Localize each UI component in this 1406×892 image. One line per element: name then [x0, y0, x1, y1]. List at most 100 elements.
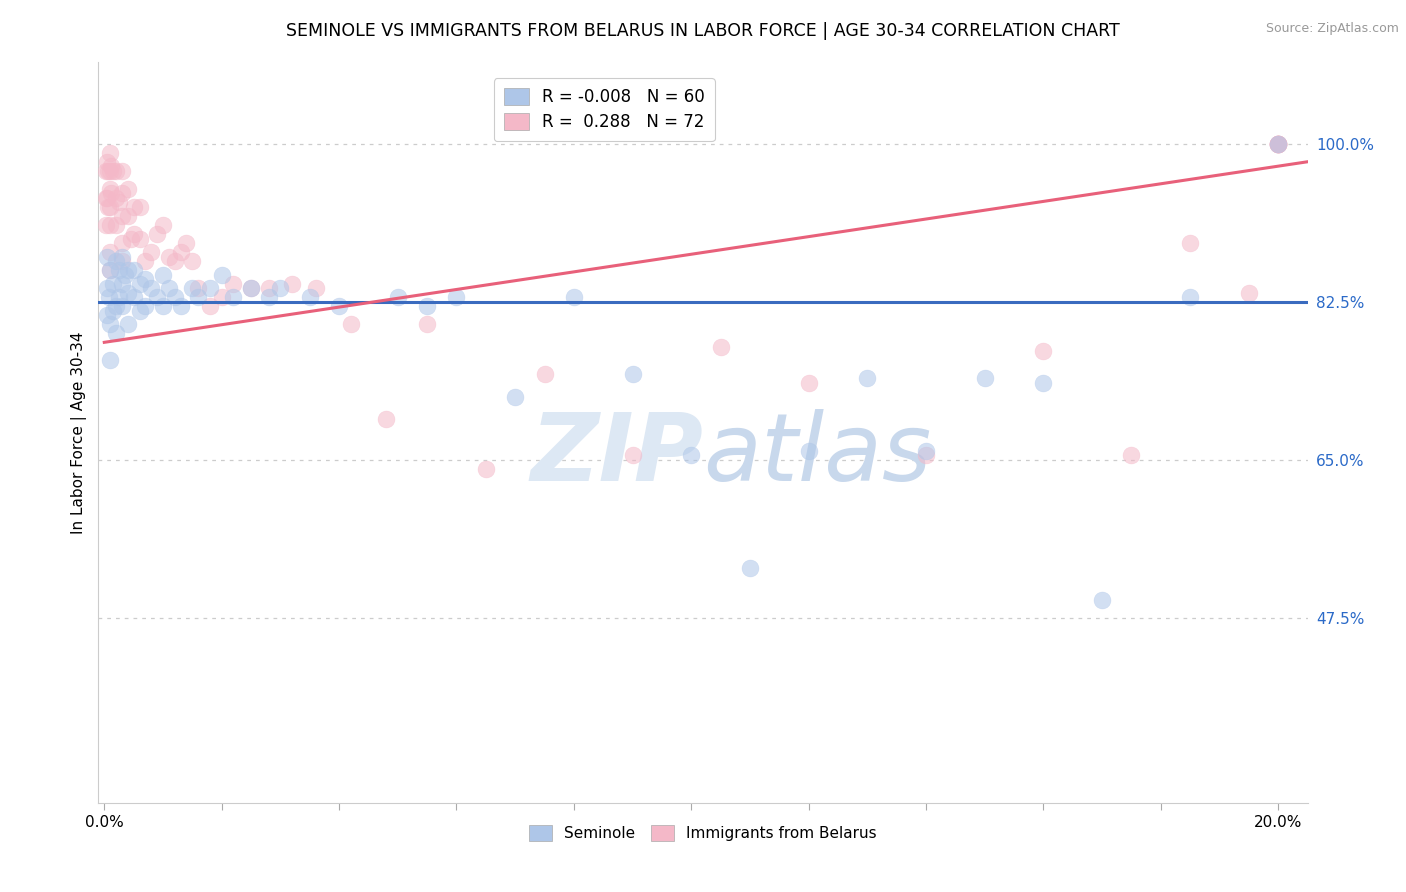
- Point: [122, 263, 145, 277]
- Point: [98, 245, 121, 260]
- Point: [97, 200, 120, 214]
- Point: [915, 443, 938, 458]
- Text: ZIP: ZIP: [530, 409, 703, 500]
- Point: [101, 163, 124, 178]
- Point: [222, 277, 245, 291]
- Point: [97, 163, 120, 178]
- Point: [198, 281, 221, 295]
- Point: [1267, 136, 1289, 151]
- Point: [211, 290, 233, 304]
- Point: [1267, 136, 1289, 151]
- Point: [96, 191, 118, 205]
- Point: [328, 299, 350, 313]
- Point: [416, 299, 439, 313]
- Point: [298, 290, 321, 304]
- Point: [101, 303, 124, 318]
- Point: [1091, 592, 1114, 607]
- Point: [94, 163, 117, 178]
- Point: [304, 281, 326, 295]
- Point: [187, 281, 209, 295]
- Point: [1267, 136, 1289, 151]
- Point: [128, 231, 150, 245]
- Point: [96, 154, 118, 169]
- Point: [163, 290, 186, 304]
- Point: [257, 281, 280, 295]
- Point: [1267, 136, 1289, 151]
- Point: [1180, 290, 1202, 304]
- Text: atlas: atlas: [703, 409, 931, 500]
- Point: [96, 308, 118, 322]
- Point: [134, 254, 156, 268]
- Point: [181, 254, 204, 268]
- Point: [1267, 136, 1289, 151]
- Point: [797, 376, 820, 390]
- Point: [98, 263, 121, 277]
- Point: [1121, 448, 1143, 462]
- Point: [100, 186, 122, 201]
- Point: [122, 200, 145, 214]
- Y-axis label: In Labor Force | Age 30-34: In Labor Force | Age 30-34: [72, 331, 87, 534]
- Point: [117, 285, 139, 300]
- Point: [101, 277, 124, 291]
- Point: [1267, 136, 1289, 151]
- Point: [111, 299, 134, 313]
- Point: [533, 367, 555, 381]
- Point: [105, 326, 128, 341]
- Point: [98, 318, 121, 332]
- Point: [1032, 376, 1054, 390]
- Point: [117, 209, 139, 223]
- Point: [257, 290, 280, 304]
- Text: SEMINOLE VS IMMIGRANTS FROM BELARUS IN LABOR FORCE | AGE 30-34 CORRELATION CHART: SEMINOLE VS IMMIGRANTS FROM BELARUS IN L…: [287, 22, 1119, 40]
- Point: [117, 182, 139, 196]
- Point: [387, 290, 409, 304]
- Point: [111, 209, 134, 223]
- Point: [122, 227, 145, 241]
- Point: [475, 461, 498, 475]
- Point: [96, 250, 118, 264]
- Point: [98, 263, 121, 277]
- Point: [141, 281, 163, 295]
- Point: [108, 195, 131, 210]
- Point: [222, 290, 245, 304]
- Point: [973, 371, 995, 385]
- Point: [98, 182, 121, 196]
- Point: [105, 254, 128, 268]
- Point: [503, 390, 526, 404]
- Point: [240, 281, 263, 295]
- Point: [105, 191, 128, 205]
- Point: [211, 268, 233, 282]
- Point: [108, 290, 131, 304]
- Point: [621, 367, 644, 381]
- Point: [141, 245, 163, 260]
- Point: [111, 163, 134, 178]
- Point: [198, 299, 221, 313]
- Point: [94, 191, 117, 205]
- Point: [915, 448, 938, 462]
- Point: [1267, 136, 1289, 151]
- Point: [98, 218, 121, 232]
- Point: [111, 277, 134, 291]
- Point: [738, 561, 761, 575]
- Point: [856, 371, 879, 385]
- Point: [98, 290, 121, 304]
- Point: [98, 200, 121, 214]
- Point: [1267, 136, 1289, 151]
- Point: [94, 218, 117, 232]
- Legend: Seminole, Immigrants from Belarus: Seminole, Immigrants from Belarus: [523, 819, 883, 847]
- Point: [152, 268, 174, 282]
- Point: [152, 299, 174, 313]
- Point: [111, 235, 134, 250]
- Point: [105, 299, 128, 313]
- Point: [146, 290, 169, 304]
- Point: [375, 412, 398, 426]
- Point: [100, 159, 122, 173]
- Point: [105, 218, 128, 232]
- Point: [105, 163, 128, 178]
- Point: [1267, 136, 1289, 151]
- Point: [122, 290, 145, 304]
- Point: [797, 443, 820, 458]
- Point: [134, 272, 156, 286]
- Point: [1237, 285, 1260, 300]
- Point: [128, 200, 150, 214]
- Point: [117, 318, 139, 332]
